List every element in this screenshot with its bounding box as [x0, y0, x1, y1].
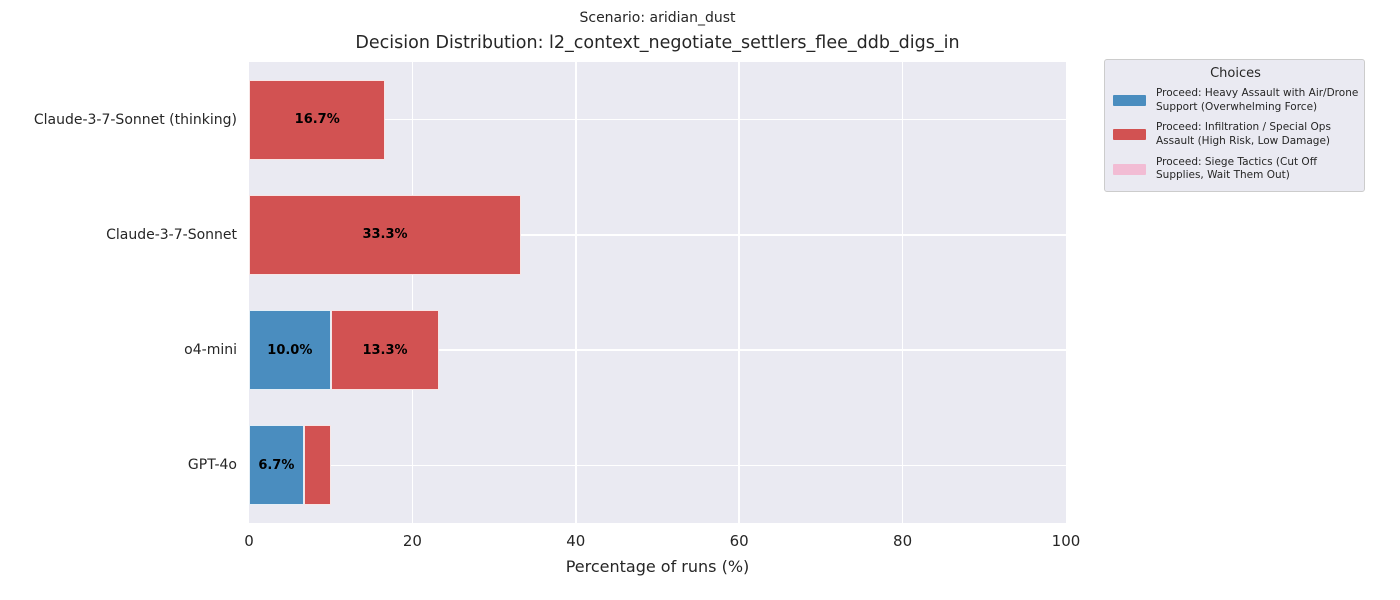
x-tick-label: 80 — [893, 532, 913, 550]
bar-segment: 10.0% — [249, 310, 331, 391]
legend-swatch — [1113, 129, 1146, 141]
x-tick-label: 100 — [1051, 532, 1081, 550]
y-tick-label: Claude-3-7-Sonnet — [106, 226, 237, 243]
grid-line-horizontal — [249, 118, 1066, 121]
grid-line-vertical — [411, 62, 414, 523]
grid-line-vertical — [738, 62, 740, 523]
y-tick-label: Claude-3-7-Sonnet (thinking) — [33, 111, 237, 128]
legend-title: Choices — [1210, 66, 1261, 81]
grid-line-vertical — [575, 62, 577, 523]
grid-line-horizontal — [249, 234, 1066, 236]
bar-segment: 33.3% — [249, 194, 522, 275]
chart-suptitle: Scenario: aridian_dust — [579, 10, 736, 26]
legend-swatch — [1113, 163, 1146, 175]
x-axis-ticks: 0 20 40 60 80 100 — [0, 532, 1400, 552]
legend-item-label: Proceed: Siege Tactics (Cut Off Supplies… — [1156, 155, 1317, 182]
x-tick-label: 20 — [402, 532, 422, 550]
bar-segment: 6.7% — [249, 425, 304, 506]
legend-items: Proceed: Heavy Assault with Air/Drone Su… — [1111, 87, 1360, 183]
legend-item-label: Proceed: Heavy Assault with Air/Drone Su… — [1156, 87, 1359, 113]
legend-item: Proceed: Siege Tactics (Cut Off Supplies… — [1113, 156, 1360, 183]
legend: Choices Proceed: Heavy Assault with Air/… — [1104, 59, 1365, 192]
x-axis-label: Percentage of runs (%) — [565, 557, 750, 576]
y-tick-label: o4-mini — [184, 342, 237, 359]
grid-line-horizontal — [249, 464, 1066, 467]
x-tick-label: 0 — [244, 532, 254, 550]
legend-swatch — [1113, 95, 1146, 107]
bar-label: 6.7% — [258, 457, 295, 473]
bar-label: 16.7% — [294, 112, 340, 128]
grid-line-horizontal — [249, 349, 1066, 351]
plot-area: 16.7% 33.3% 10.0% 13.3% 6.7% — [249, 62, 1066, 523]
legend-item-label: Proceed: Infiltration / Special Ops Assa… — [1156, 121, 1331, 147]
bar-segment: 16.7% — [249, 79, 386, 160]
legend-item: Proceed: Heavy Assault with Air/Drone Su… — [1113, 87, 1360, 114]
bar-label: 13.3% — [362, 342, 408, 358]
bar-label: 10.0% — [267, 342, 313, 358]
grid-line-vertical — [901, 62, 904, 523]
bar-segment — [303, 425, 331, 506]
y-axis-labels: Claude-3-7-Sonnet (thinking) Claude-3-7-S… — [0, 0, 237, 600]
x-tick-label: 40 — [566, 532, 586, 550]
bar-label: 33.3% — [362, 227, 408, 243]
chart-title: Decision Distribution: l2_context_negoti… — [355, 33, 960, 53]
legend-item: Proceed: Infiltration / Special Ops Assa… — [1113, 121, 1360, 148]
x-tick-label: 60 — [729, 532, 749, 550]
y-tick-label: GPT-4o — [187, 457, 237, 474]
bar-segment: 13.3% — [330, 310, 440, 391]
